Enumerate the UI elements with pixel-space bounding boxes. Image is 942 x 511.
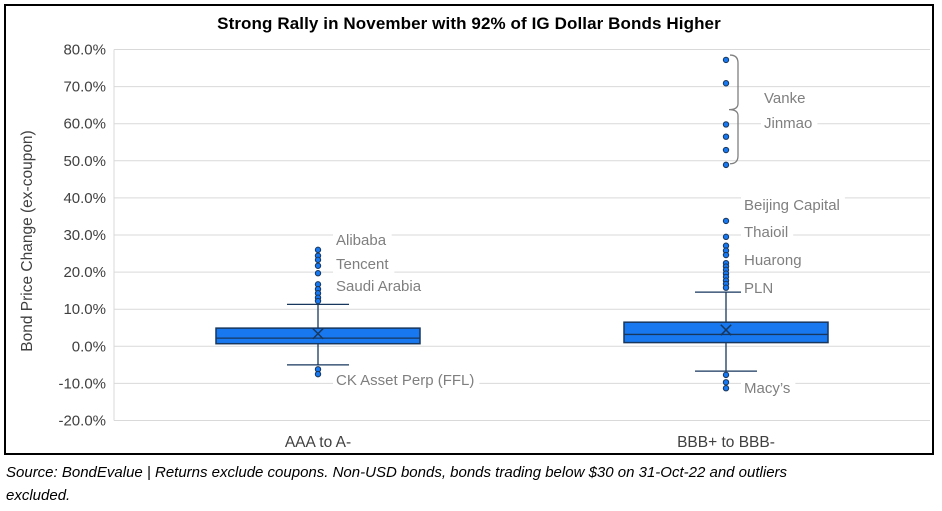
outlier-dot xyxy=(722,80,730,87)
callout-label-bg xyxy=(761,114,818,132)
callout-label-bg xyxy=(741,280,779,298)
outlier-dot xyxy=(722,371,730,379)
outlier-dot xyxy=(314,370,322,378)
callout-label: Macy’s xyxy=(744,380,790,397)
outlier-bracket xyxy=(728,54,739,165)
outlier-dot xyxy=(722,284,730,291)
outlier-dot xyxy=(314,256,322,264)
callout-label-bg xyxy=(333,231,392,249)
iqr-box xyxy=(215,327,421,345)
callout-label: Huarong xyxy=(744,252,802,269)
callout-label-bg xyxy=(741,379,796,397)
category-label: AAA to A- xyxy=(285,434,351,451)
source-note: excluded. xyxy=(6,487,71,504)
callout-label-bg xyxy=(333,255,395,273)
callout-label-bg xyxy=(741,251,807,269)
callout-label-bg xyxy=(333,372,480,390)
y-tick-label: 30.0% xyxy=(63,227,106,244)
y-tick-label: 50.0% xyxy=(63,153,106,170)
outlier-dot xyxy=(722,161,730,169)
callout-label-bg xyxy=(333,277,427,295)
callout-label: Tencent xyxy=(336,256,389,273)
y-tick-label: 80.0% xyxy=(63,42,106,59)
y-tick-label: 60.0% xyxy=(63,116,106,133)
box-group-1 xyxy=(215,246,421,378)
y-tick-label: 10.0% xyxy=(63,301,106,318)
outlier-dot xyxy=(722,233,730,241)
y-tick-label: 20.0% xyxy=(63,264,106,281)
outlier-dot xyxy=(722,133,730,140)
callout-label-bg xyxy=(761,90,811,108)
y-tick-label: -20.0% xyxy=(58,413,106,430)
callout-label-bg xyxy=(741,224,794,242)
callout-label: Beijing Capital xyxy=(744,197,840,214)
outlier-dot xyxy=(722,379,730,386)
y-tick-label: -10.0% xyxy=(58,375,106,392)
outlier-dot xyxy=(722,56,730,64)
mean-marker xyxy=(720,324,732,336)
outlier-dot xyxy=(722,385,730,392)
y-tick-label: 0.0% xyxy=(72,338,106,355)
callout-label: CK Asset Perp (FFL) xyxy=(336,372,474,389)
y-tick-label: 40.0% xyxy=(63,190,106,207)
callout-label: Thaioil xyxy=(744,224,788,241)
source-note: Source: BondEvalue | Returns exclude cou… xyxy=(6,464,788,481)
callout-label: Saudi Arabia xyxy=(336,278,422,295)
outlier-dot xyxy=(314,270,322,277)
callout-label: Vanke xyxy=(764,90,805,107)
callout-label: PLN xyxy=(744,280,773,297)
outlier-dot xyxy=(722,217,730,225)
box-group-2 xyxy=(623,54,829,392)
category-label: BBB+ to BBB- xyxy=(677,434,775,451)
callout-label-bg xyxy=(741,196,845,214)
outlier-dot xyxy=(722,251,730,259)
outlier-dot xyxy=(722,146,730,154)
outlier-dot xyxy=(314,246,322,254)
callout-label: Jinmao xyxy=(764,115,812,132)
mean-marker xyxy=(312,327,324,340)
callout-label: Alibaba xyxy=(336,232,387,249)
y-tick-label: 70.0% xyxy=(63,79,106,96)
outlier-dot xyxy=(314,262,322,269)
chart-title: Strong Rally in November with 92% of IG … xyxy=(217,14,721,33)
outlier-dot xyxy=(314,297,322,305)
outlier-dot xyxy=(722,121,730,128)
iqr-box xyxy=(623,321,829,344)
